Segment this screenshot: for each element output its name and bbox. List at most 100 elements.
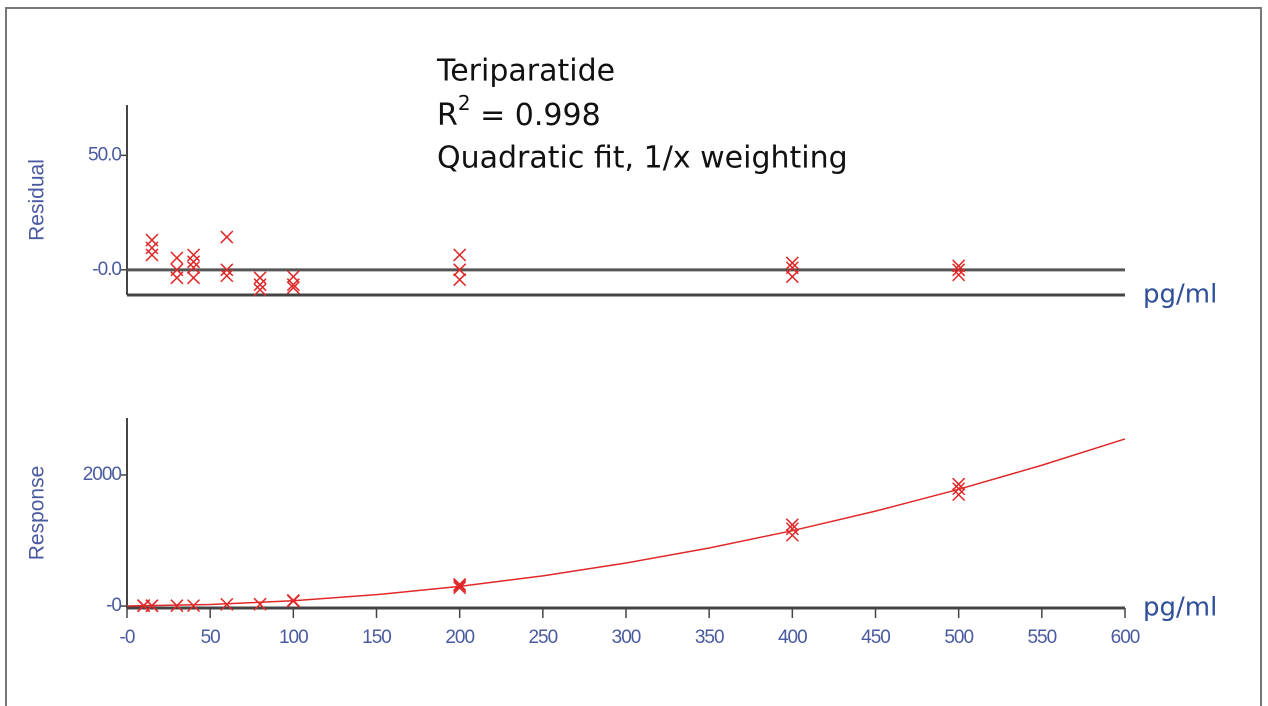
marker-stroke: [220, 230, 234, 244]
data-point: [145, 599, 159, 613]
data-point: [453, 581, 467, 595]
marker-stroke: [785, 518, 799, 532]
x-tick-label: 350: [695, 627, 724, 648]
marker-stroke: [453, 581, 467, 595]
y-tick-label: 2000: [83, 464, 122, 485]
marker-stroke: [220, 269, 234, 283]
marker-stroke: [785, 256, 799, 270]
data-point: [785, 518, 799, 532]
data-point: [220, 263, 234, 277]
marker-stroke: [187, 255, 201, 269]
data-point: [453, 263, 467, 277]
x-axis-label: pg/ml: [1143, 593, 1217, 623]
subtitle: Quadratic fit, 1/x weighting: [437, 141, 848, 176]
marker-stroke: [145, 599, 159, 613]
marker-stroke: [253, 271, 267, 285]
marker-stroke: [187, 260, 201, 275]
marker-stroke: [253, 278, 267, 292]
x-tick-label: 400: [778, 627, 807, 648]
data-point: [286, 593, 300, 607]
data-point: [286, 278, 300, 292]
data-point: [952, 263, 966, 277]
marker-stroke: [785, 528, 799, 542]
data-point: [145, 248, 159, 262]
marker-stroke: [286, 278, 300, 292]
y-axis-label: Response: [26, 466, 49, 561]
data-point: [952, 488, 966, 502]
x-tick-label: 150: [362, 627, 391, 648]
fit-symbol: R: [437, 98, 458, 133]
marker-stroke: [220, 597, 234, 611]
data-point: [253, 271, 267, 285]
data-point: [453, 248, 467, 262]
marker-stroke: [187, 599, 201, 613]
marker-stroke: [253, 283, 267, 297]
data-point: [187, 271, 201, 285]
x-tick-label: -0: [120, 627, 135, 648]
data-point: [220, 597, 234, 611]
data-point: [220, 230, 234, 244]
x-tick-label: 100: [279, 627, 308, 648]
marker-stroke: [170, 599, 184, 613]
y-tick-label: 50.0: [88, 144, 121, 165]
x-tick-label: 550: [1027, 627, 1056, 648]
chart-title: Teriparatide: [436, 54, 615, 89]
data-point: [187, 599, 201, 613]
marker-stroke: [453, 577, 467, 591]
data-point: [785, 522, 799, 536]
fit-stat: R2 = 0.998: [437, 91, 601, 133]
x-tick-label: 600: [1111, 627, 1140, 648]
data-point: [785, 256, 799, 270]
marker-stroke: [952, 488, 966, 502]
x-tick-label: 450: [861, 627, 890, 648]
x-tick-label: 500: [944, 627, 973, 648]
marker-stroke: [453, 273, 467, 287]
x-axis-label: pg/ml: [1143, 280, 1217, 310]
fit-curve: [126, 438, 1126, 607]
y-tick-label: -0: [106, 595, 121, 616]
data-point: [785, 528, 799, 542]
marker-stroke: [453, 248, 467, 262]
marker-stroke: [952, 477, 966, 491]
marker-stroke: [187, 248, 201, 262]
data-point: [187, 248, 201, 262]
marker-stroke: [220, 263, 234, 277]
marker-stroke: [286, 281, 300, 295]
marker-stroke: [785, 522, 799, 536]
marker-stroke: [785, 270, 799, 284]
marker-stroke: [170, 251, 184, 265]
data-point: [785, 270, 799, 284]
data-point: [170, 271, 184, 285]
frame: [5, 7, 1262, 706]
data-point: [453, 273, 467, 287]
data-point: [286, 281, 300, 295]
marker-stroke: [170, 271, 184, 285]
data-point: [253, 597, 267, 611]
data-point: [145, 241, 159, 255]
x-tick-label: 300: [612, 627, 641, 648]
x-tick-label: 250: [528, 627, 557, 648]
data-point: [253, 283, 267, 297]
data-point: [253, 278, 267, 292]
y-tick-label: -0.0: [92, 259, 121, 280]
marker-stroke: [952, 268, 966, 282]
x-tick-label: 200: [445, 627, 474, 648]
marker-stroke: [952, 482, 966, 496]
x-tick-label: 50: [201, 627, 221, 648]
fit-value: = 0.998: [471, 98, 601, 133]
marker-stroke: [286, 593, 300, 607]
data-point: [187, 260, 201, 275]
data-point: [952, 482, 966, 496]
marker-stroke: [952, 263, 966, 277]
marker-stroke: [253, 597, 267, 611]
data-point: [220, 269, 234, 283]
data-point: [187, 255, 201, 269]
data-point: [952, 268, 966, 282]
data-point: [453, 579, 467, 593]
fit-superscript: 2: [458, 91, 471, 115]
marker-stroke: [453, 579, 467, 593]
marker-stroke: [453, 263, 467, 277]
data-point: [453, 577, 467, 591]
